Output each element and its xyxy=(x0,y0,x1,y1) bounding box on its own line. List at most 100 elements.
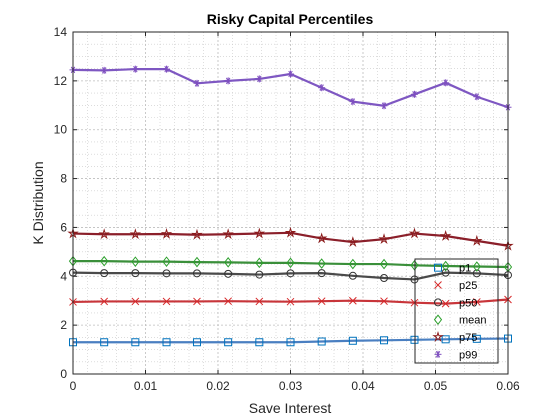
series-line-p1 xyxy=(73,337,509,344)
data-point-p1 xyxy=(380,336,389,345)
data-point-p99 xyxy=(410,90,418,98)
marker-circle xyxy=(441,268,450,277)
marker-diamond xyxy=(379,258,389,270)
marker-star xyxy=(432,330,444,342)
data-point-p99 xyxy=(380,102,388,110)
x-axis-ticks: 0 0.01 0.02 0.03 0.04 0.05 0.06 xyxy=(70,32,520,393)
marker-circle xyxy=(131,269,140,278)
legend-label-mean: mean xyxy=(459,315,487,327)
data-point-p50 xyxy=(192,269,201,278)
x-axis-title: Save Interest xyxy=(249,400,332,416)
marker-square xyxy=(441,335,450,344)
data-point-p25 xyxy=(317,297,326,306)
data-point-p99 xyxy=(473,93,481,101)
data-point-p25 xyxy=(100,297,109,306)
data-point-p99 xyxy=(287,70,294,78)
data-point-p1 xyxy=(348,336,357,345)
marker-circle xyxy=(286,269,295,278)
data-point-p75 xyxy=(284,226,297,238)
legend-label-p25: p25 xyxy=(459,280,477,292)
data-point-p1 xyxy=(162,338,171,347)
data-point-p75 xyxy=(98,228,110,240)
marker-star xyxy=(439,229,452,241)
marker-x-b xyxy=(100,297,109,306)
marker-circle xyxy=(410,275,419,284)
data-point-mean xyxy=(224,257,233,268)
data-point-p25 xyxy=(441,299,450,308)
series-line-p75 xyxy=(72,231,509,247)
marker-square xyxy=(286,338,295,347)
marker-x-b xyxy=(317,297,326,306)
legend-marker-p50 xyxy=(434,298,442,307)
marker-x-b xyxy=(224,297,233,306)
data-point-mean xyxy=(100,255,109,267)
data-point-p25 xyxy=(162,297,171,306)
data-point-p1 xyxy=(192,338,201,347)
marker-circle xyxy=(224,269,233,278)
data-point-mean xyxy=(255,257,264,269)
marker-diamond xyxy=(131,256,140,267)
y-tick-label: 14 xyxy=(54,25,68,39)
data-point-p25 xyxy=(224,297,233,306)
marker-x-b xyxy=(193,297,201,306)
marker-diamond xyxy=(224,257,233,268)
legend-marker-p99 xyxy=(434,350,442,358)
data-point-p75 xyxy=(347,236,359,247)
data-point-p50 xyxy=(286,269,295,278)
marker-diamond xyxy=(433,314,443,325)
marker-square xyxy=(100,338,109,347)
data-point-p1 xyxy=(410,335,419,344)
marker-x-b xyxy=(286,297,295,306)
data-point-p25 xyxy=(348,296,357,305)
data-point-p75 xyxy=(191,228,203,240)
data-point-p25 xyxy=(472,298,481,306)
data-point-mean xyxy=(192,256,202,268)
x-tick-label: 0.01 xyxy=(134,379,158,393)
marker-circle xyxy=(317,269,326,278)
data-point-p99 xyxy=(193,79,201,87)
y-axis-title: K Distribution xyxy=(30,161,46,244)
data-point-p99 xyxy=(349,98,357,106)
marker-square xyxy=(224,338,233,347)
marker-diamond xyxy=(410,259,419,271)
data-point-p50 xyxy=(100,269,109,278)
marker-star xyxy=(191,228,203,240)
marker-circle xyxy=(192,269,201,278)
legend-box xyxy=(414,258,499,364)
data-point-p25 xyxy=(286,297,295,306)
data-point-p1 xyxy=(441,335,450,344)
marker-circle xyxy=(380,273,389,282)
marker-x-b xyxy=(441,299,450,308)
marker-x-b xyxy=(380,297,388,306)
marker-square xyxy=(192,338,201,347)
legend-label-p99: p99 xyxy=(459,349,477,361)
data-point-mean xyxy=(379,258,389,270)
marker-x-b xyxy=(410,298,419,307)
data-point-p50 xyxy=(162,269,171,278)
data-point-p75 xyxy=(408,227,421,239)
data-point-p1 xyxy=(131,338,140,347)
legend-label-p75: p75 xyxy=(459,332,477,344)
data-point-mean xyxy=(441,260,450,272)
marker-circle xyxy=(255,270,264,279)
x-tick-label: 0.03 xyxy=(279,379,303,393)
marker-star xyxy=(378,233,390,245)
data-point-p50 xyxy=(441,268,450,277)
data-point-mean xyxy=(286,257,295,269)
data-point-mean xyxy=(317,258,326,269)
data-point-mean xyxy=(410,259,419,271)
marker-star xyxy=(129,228,142,240)
x-tick-label: 0.05 xyxy=(424,379,448,393)
data-point-p1 xyxy=(286,338,295,347)
marker-star xyxy=(408,227,421,239)
marker-x-b xyxy=(255,297,264,306)
data-point-mean xyxy=(162,256,171,267)
marker-diamond xyxy=(348,258,357,270)
data-point-p50 xyxy=(472,269,481,278)
data-point-p25 xyxy=(193,297,201,306)
marker-diamond xyxy=(192,256,202,268)
marker-star xyxy=(284,226,297,238)
data-point-p99 xyxy=(255,75,263,83)
